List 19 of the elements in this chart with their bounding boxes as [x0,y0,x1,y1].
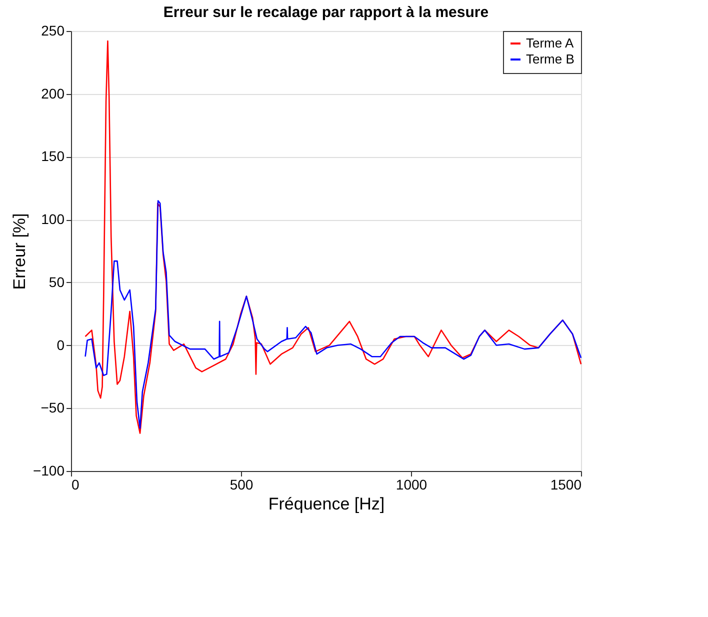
x-tick-label: 1500 [550,476,582,492]
y-tick-label: −100 [32,462,65,478]
x-tick-label: 1000 [396,476,428,492]
line-series [84,200,582,429]
line-series [84,40,582,434]
y-tick-label: 200 [41,85,65,102]
y-tick-label: 0 [56,336,65,353]
y-tick-label: 50 [48,274,65,290]
chart-title: Erreur sur le recalage par rapport à la mesure [163,4,489,21]
y-tick-label: −50 [40,400,65,416]
legend-label: Terme B [526,52,574,66]
x-tick-label: 500 [230,476,254,492]
legend-label: Terme A [526,36,574,50]
y-tick-label: 250 [41,22,65,38]
x-axis-title: Fréquence [Hz] [268,494,385,514]
y-tick-label: 150 [41,148,65,164]
x-tick-label: 0 [72,476,80,492]
y-axis-title: Erreur [%] [10,213,29,290]
y-tick-label: 100 [41,211,65,228]
